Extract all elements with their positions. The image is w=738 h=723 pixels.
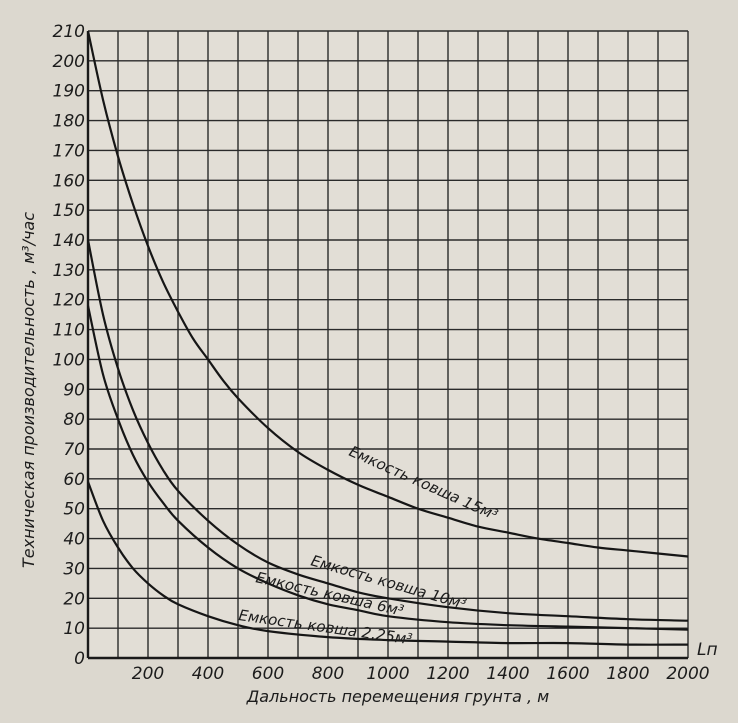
y-tick-label: 130 — [53, 261, 85, 281]
x-tick-label: 200 — [132, 664, 164, 684]
y-tick-label: 100 — [53, 350, 85, 370]
y-tick-label: 180 — [53, 112, 85, 132]
curve-2-25m3 — [86, 481, 689, 646]
curve-10m3 — [86, 239, 689, 622]
y-tick-label: 90 — [63, 380, 85, 400]
x-tick-label: 1600 — [546, 664, 589, 684]
x-tick-label: 800 — [312, 664, 344, 684]
curve-6m3 — [86, 305, 689, 631]
x-tick-label: 1400 — [486, 664, 529, 684]
y-tick-label: 50 — [63, 500, 85, 520]
x-tick-label: 2000 — [666, 664, 709, 684]
y-tick-label: 120 — [53, 291, 85, 311]
y-tick-label: 80 — [63, 410, 85, 430]
x-axis-end-label: Lп — [697, 640, 718, 660]
x-tick-label: 1000 — [366, 664, 409, 684]
y-tick-label: 160 — [53, 171, 85, 191]
y-tick-label: 30 — [63, 559, 85, 579]
y-tick-label: 20 — [63, 589, 85, 609]
x-tick-label: 400 — [192, 664, 224, 684]
y-tick-label: 70 — [63, 440, 85, 460]
curve-15m3 — [86, 30, 689, 558]
y-tick-label: 200 — [53, 52, 85, 72]
x-axis-title: Дальность перемещения грунта , м — [246, 687, 550, 706]
y-tick-label: 10 — [63, 619, 85, 639]
x-tick-label: 600 — [252, 664, 284, 684]
y-tick-label: 40 — [63, 530, 85, 550]
y-tick-label: 140 — [53, 231, 85, 251]
y-tick-label: 110 — [53, 321, 85, 341]
x-tick-label: 1800 — [606, 664, 649, 684]
y-tick-label: 60 — [63, 470, 85, 490]
y-tick-label: 170 — [53, 141, 85, 161]
y-tick-label: 150 — [53, 201, 85, 221]
y-axis-title: Техническая производительность , м³/час — [19, 212, 38, 568]
y-tick-label: 210 — [53, 22, 85, 42]
y-tick-label: 0 — [74, 649, 85, 669]
x-tick-label: 1200 — [426, 664, 469, 684]
y-tick-label: 190 — [53, 82, 85, 102]
